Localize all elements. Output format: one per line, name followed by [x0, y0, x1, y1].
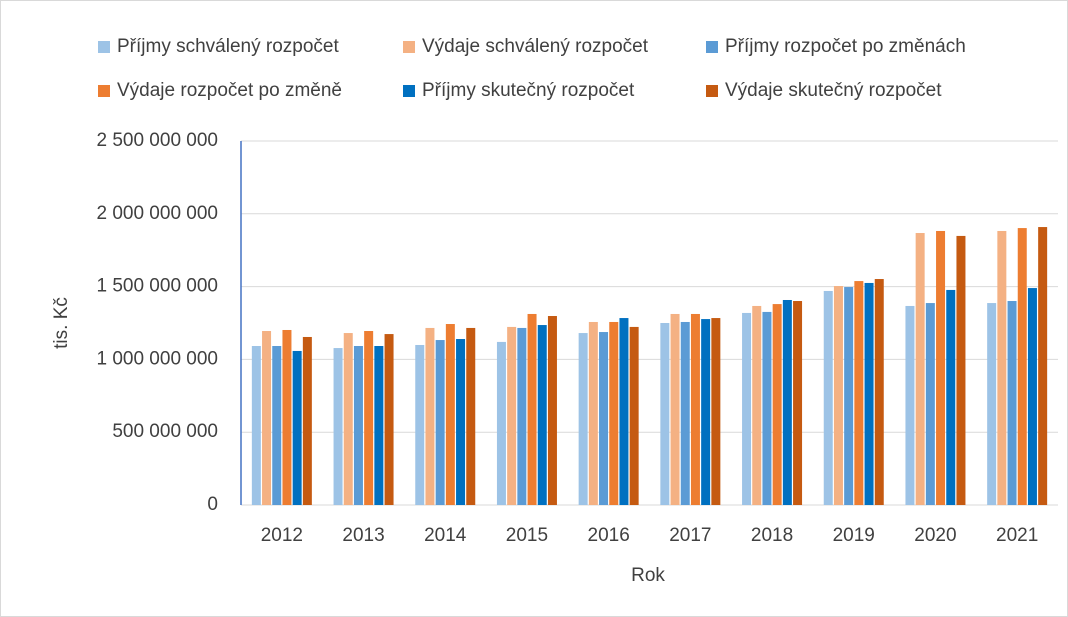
x-tick-label: 2013	[342, 525, 384, 546]
legend-label: Příjmy skutečný rozpočet	[422, 80, 635, 101]
x-axis-title: Rok	[631, 565, 665, 586]
x-tick-label: 2016	[588, 525, 630, 546]
bar	[547, 316, 557, 505]
bar	[1027, 288, 1037, 505]
bar	[925, 303, 935, 505]
bar	[507, 326, 517, 505]
x-tick-label: 2012	[261, 525, 303, 546]
legend-label: Výdaje rozpočet po změně	[117, 80, 342, 101]
x-tick-label: 2015	[506, 525, 548, 546]
bar	[956, 235, 966, 505]
bar	[445, 324, 455, 505]
y-tick-label: 1 500 000 000	[96, 276, 218, 297]
bar	[609, 321, 619, 505]
bar	[1007, 301, 1017, 505]
bar	[997, 230, 1007, 505]
legend-swatch	[706, 41, 718, 53]
legend-swatch	[403, 41, 415, 53]
bar	[353, 346, 363, 505]
legend-label: Výdaje skutečný rozpočet	[725, 80, 942, 101]
bar	[364, 331, 374, 505]
bar	[660, 323, 670, 505]
x-tick-label: 2020	[914, 525, 956, 546]
bar	[854, 281, 864, 505]
bar	[905, 305, 915, 505]
legend-swatch	[98, 41, 110, 53]
bar	[517, 327, 527, 505]
bar	[742, 312, 752, 505]
bar	[823, 290, 833, 505]
bar	[537, 325, 547, 505]
bar	[619, 318, 629, 505]
bar	[292, 350, 302, 505]
bar	[374, 346, 384, 505]
bar	[343, 333, 353, 505]
y-tick-label: 2 500 000 000	[96, 130, 218, 151]
bar	[251, 346, 261, 505]
bar	[711, 318, 721, 505]
bar	[282, 329, 292, 505]
bar	[782, 299, 792, 505]
bar	[1017, 228, 1027, 506]
bar	[946, 289, 956, 505]
legend-swatch	[98, 85, 110, 97]
bar	[752, 305, 762, 505]
bar	[435, 340, 445, 505]
bar	[578, 333, 588, 505]
y-tick-label: 2 000 000 000	[96, 203, 218, 224]
bar	[1038, 227, 1048, 505]
y-tick-label: 1 000 000 000	[96, 348, 218, 369]
bar	[772, 304, 782, 505]
bar	[874, 279, 884, 505]
legend-swatch	[403, 85, 415, 97]
bar	[496, 341, 506, 505]
bar	[599, 332, 609, 505]
bar	[762, 311, 772, 505]
legend-label: Příjmy rozpočet po změnách	[725, 36, 966, 57]
bar	[833, 286, 843, 505]
bar	[272, 346, 282, 505]
bar	[915, 233, 925, 505]
bar	[844, 287, 854, 505]
bar	[262, 331, 272, 505]
bar	[680, 321, 690, 505]
bar	[302, 336, 312, 505]
x-tick-label: 2021	[996, 525, 1038, 546]
bar	[466, 327, 476, 505]
bar	[670, 313, 680, 505]
bar	[690, 313, 700, 505]
x-tick-label: 2018	[751, 525, 793, 546]
y-axis-title: tis. Kč	[51, 297, 72, 349]
bar	[701, 319, 711, 505]
bar	[425, 327, 435, 505]
x-tick-label: 2014	[424, 525, 467, 546]
x-tick-label: 2019	[833, 525, 875, 546]
legend-label: Příjmy schválený rozpočet	[117, 36, 339, 57]
bar	[864, 282, 874, 505]
x-tick-label: 2017	[669, 525, 711, 546]
y-tick-label: 500 000 000	[112, 421, 218, 442]
bar	[936, 230, 946, 505]
bar	[527, 313, 537, 505]
y-tick-label: 0	[207, 494, 218, 515]
bar	[384, 334, 394, 505]
bar	[415, 344, 425, 505]
bar	[629, 326, 639, 505]
bar	[793, 301, 803, 505]
bar	[456, 339, 466, 505]
bar	[588, 321, 598, 505]
bar	[987, 303, 997, 505]
legend-swatch	[706, 85, 718, 97]
legend-label: Výdaje schválený rozpočet	[422, 36, 649, 57]
bar	[333, 348, 343, 505]
